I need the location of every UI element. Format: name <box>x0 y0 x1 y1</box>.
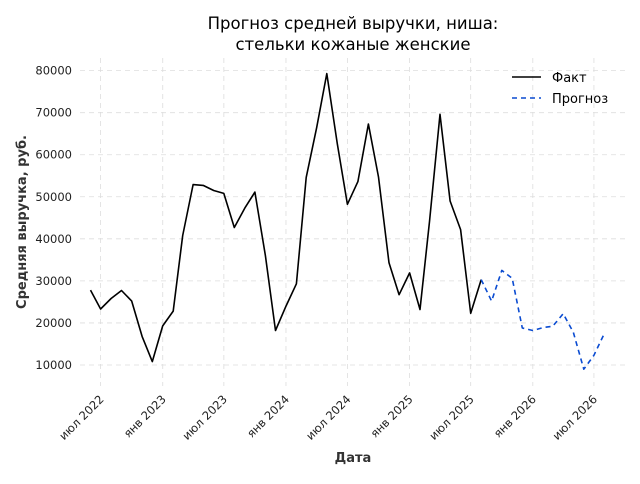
x-tick-label: янв 2026 <box>491 392 539 440</box>
x-tick-label: янв 2023 <box>121 392 169 440</box>
y-tick-label: 40000 <box>35 232 72 246</box>
x-tick-label: янв 2025 <box>368 392 416 440</box>
y-tick-label: 50000 <box>35 190 72 204</box>
chart-title-line-2: стельки кожаные женские <box>235 35 470 54</box>
y-tick-label: 20000 <box>35 316 72 330</box>
y-tick-label: 10000 <box>35 358 72 372</box>
chart-title-line-1: Прогноз средней выручки, ниша: <box>208 14 499 33</box>
x-tick-label: июл 2022 <box>56 392 107 443</box>
x-axis-ticks: июл 2022 янв 2023 июл 2023 янв 2024 июл 2024… <box>56 392 600 443</box>
y-tick-label: 70000 <box>35 106 72 120</box>
x-tick-label: июл 2023 <box>179 392 230 443</box>
y-tick-label: 30000 <box>35 274 72 288</box>
y-axis-ticks: 10000 20000 30000 40000 50000 60000 70000 80000 <box>35 64 72 372</box>
x-tick-label: июл 2024 <box>303 392 354 443</box>
x-tick-label: янв 2024 <box>244 392 292 440</box>
series-line-fact <box>89 72 482 363</box>
y-tick-label: 60000 <box>35 148 72 162</box>
x-tick-label: июл 2026 <box>550 392 601 443</box>
series-line-forecast <box>480 269 606 371</box>
y-tick-label: 80000 <box>35 64 72 78</box>
y-axis-label: Средняя выручка, руб. <box>15 135 30 309</box>
grid <box>80 58 625 386</box>
x-tick-label: июл 2025 <box>426 392 477 443</box>
legend: Факт Прогноз <box>512 71 608 107</box>
legend-label: Факт <box>552 71 587 86</box>
series-lines <box>89 72 606 371</box>
legend-label: Прогноз <box>552 92 608 107</box>
x-axis-label: Дата <box>335 451 372 466</box>
